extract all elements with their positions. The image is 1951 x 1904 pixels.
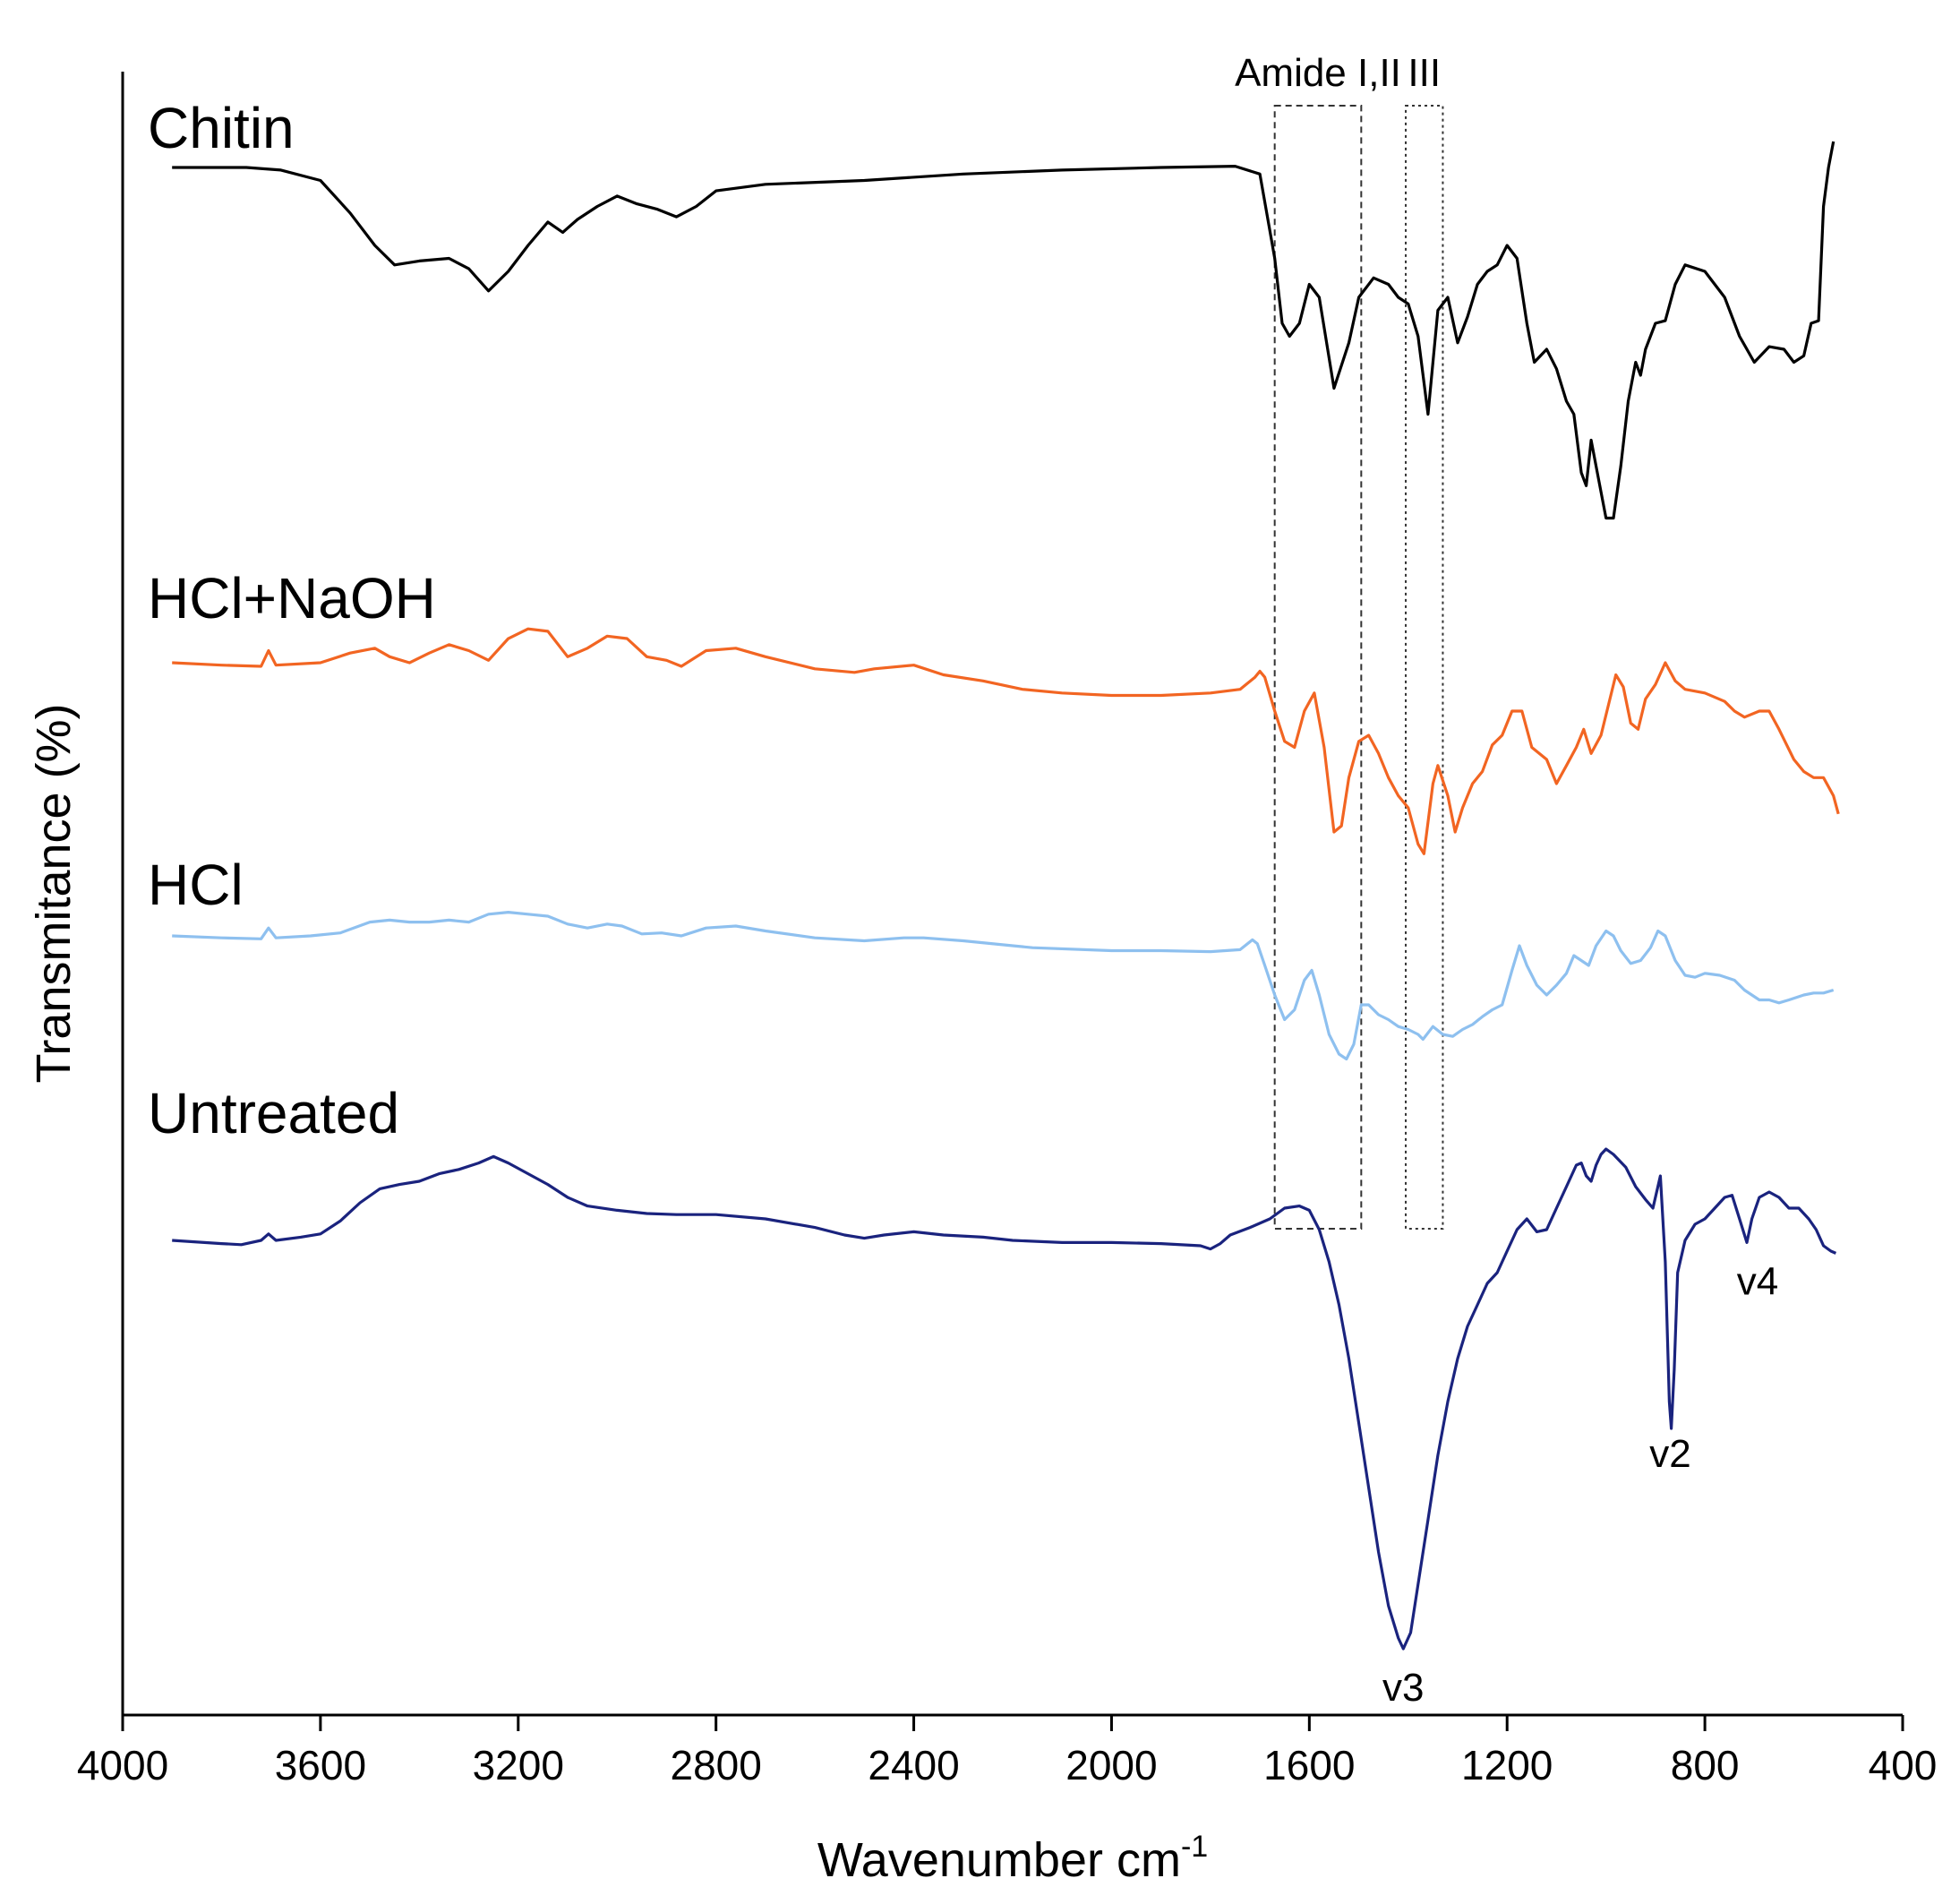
x-tick-label: 4000	[77, 1742, 168, 1788]
series-labels: Chitin HCl+NaOH HCl Untreated	[148, 96, 436, 1145]
annotation-box	[1405, 105, 1444, 1230]
peak-label-v3: v3	[1382, 1666, 1424, 1710]
series-label-hcl-naoh: HCl+NaOH	[148, 566, 436, 630]
peak-label-v4: v4	[1737, 1259, 1778, 1303]
series-line-untreated	[172, 1147, 1837, 1651]
axes: 4000 3600 3200 2800 2400 2000 1600 1200 800 400	[77, 72, 1938, 1788]
series-label-chitin: Chitin	[148, 96, 295, 160]
peak-annotations: v3 v2 v4	[1382, 1259, 1778, 1710]
x-axis-title: Wavenumber cm-1	[817, 1830, 1208, 1887]
x-tick-label: 1600	[1263, 1742, 1355, 1788]
x-tick-label: 2000	[1065, 1742, 1157, 1788]
series-label-hcl: HCl	[148, 853, 244, 917]
peak-label-v2: v2	[1649, 1432, 1690, 1476]
x-tick-label: 800	[1671, 1742, 1740, 1788]
series-label-untreated: Untreated	[148, 1081, 399, 1145]
x-tick-label: 1200	[1461, 1742, 1553, 1788]
x-tick-label: 3200	[473, 1742, 564, 1788]
x-tick-label: 400	[1869, 1742, 1938, 1788]
series-line-hcl	[172, 911, 1835, 1061]
x-axis-title-text: Wavenumber cm	[817, 1833, 1181, 1887]
x-axis-title-superscript: -1	[1181, 1830, 1208, 1864]
series-line-chitin	[172, 141, 1835, 520]
series-traces	[172, 141, 1840, 1651]
x-tick-label: 2800	[670, 1742, 761, 1788]
y-axis-title: Transmitance (%)	[27, 703, 81, 1083]
annotation-box-label: Amide I,II	[1235, 51, 1401, 95]
x-tick-label: 3600	[275, 1742, 366, 1788]
annotation-box	[1273, 105, 1363, 1230]
x-tick-label: 2400	[868, 1742, 959, 1788]
annotation-box-label: III	[1408, 51, 1441, 95]
series-line-hcl-naoh	[172, 627, 1840, 855]
